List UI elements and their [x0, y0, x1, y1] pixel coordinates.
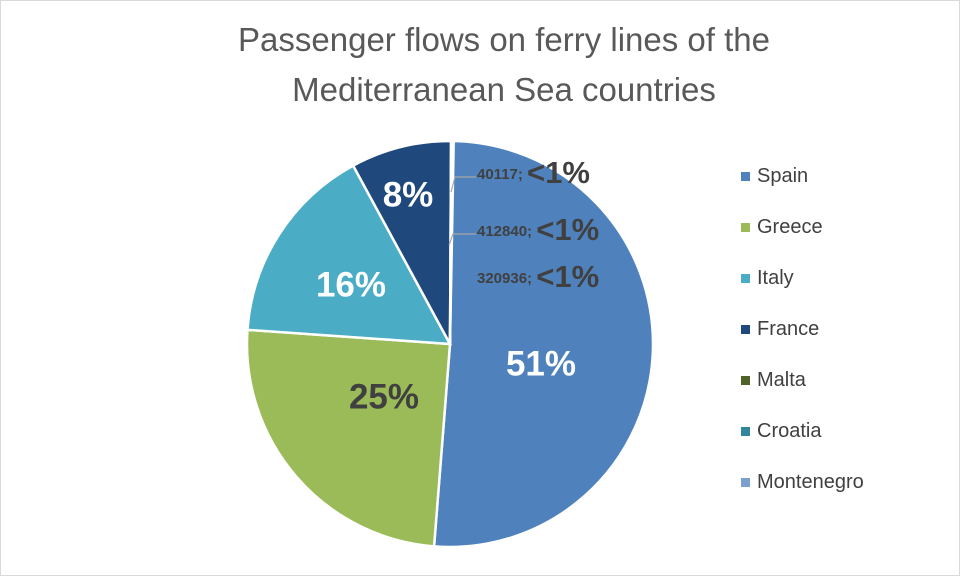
- pie-slice-france: [351, 139, 453, 345]
- legend-item-montenegro: Montenegro: [741, 457, 951, 508]
- legend-label: Italy: [757, 267, 794, 289]
- data-label-spain: 51%: [506, 344, 576, 383]
- pie-slice-montenegro: [448, 139, 455, 345]
- legend-label: Croatia: [757, 420, 822, 442]
- legend-swatch: [741, 325, 750, 334]
- data-label-value-croatia: 412840;: [477, 223, 536, 240]
- pie-slice-italy: [246, 163, 453, 346]
- data-label-greece: 25%: [349, 377, 419, 416]
- legend-item-france: France: [741, 304, 951, 355]
- leader-line-malta: [450, 176, 476, 193]
- data-label-value-malta: 40117;: [477, 166, 527, 183]
- leader-line-croatia: [448, 233, 476, 246]
- pie-slice-spain: [432, 139, 655, 549]
- legend-swatch: [741, 376, 750, 385]
- legend-label: Greece: [757, 216, 823, 238]
- legend-swatch: [741, 427, 750, 436]
- data-label-percent-montenegro: <1%: [536, 259, 599, 294]
- chart-title-line-1: Passenger flows on ferry lines of the: [238, 21, 770, 58]
- legend-item-greece: Greece: [741, 202, 951, 253]
- data-label-croatia: 412840; <1%: [477, 212, 599, 247]
- data-label-percent-croatia: <1%: [536, 212, 599, 247]
- legend-swatch: [741, 478, 750, 487]
- legend-item-italy: Italy: [741, 253, 951, 304]
- data-label-malta: 40117; <1%: [477, 155, 590, 190]
- legend-label: Spain: [757, 165, 809, 187]
- data-label-italy: 16%: [316, 265, 386, 304]
- legend-item-croatia: Croatia: [741, 406, 951, 457]
- chart-title-line-2: Mediterranean Sea countries: [292, 71, 716, 108]
- legend-swatch: [741, 274, 750, 283]
- chart-title: Passenger flows on ferry lines of the Me…: [1, 15, 960, 115]
- data-label-value-montenegro: 320936;: [477, 270, 536, 287]
- legend-item-malta: Malta: [741, 355, 951, 406]
- data-label-france: 8%: [383, 175, 434, 214]
- legend-swatch: [741, 172, 750, 181]
- legend-label: France: [757, 318, 820, 340]
- legend-label: Malta: [757, 369, 806, 391]
- data-label-percent-malta: <1%: [527, 155, 590, 190]
- legend-item-spain: Spain: [741, 151, 951, 202]
- pie-slice-greece: [245, 328, 452, 548]
- chart-legend: Spain Greece Italy France Malta Croatia Monten…: [741, 151, 951, 508]
- legend-swatch: [741, 223, 750, 232]
- data-label-montenegro: 320936; <1%: [477, 259, 599, 294]
- legend-label: Montenegro: [757, 471, 864, 493]
